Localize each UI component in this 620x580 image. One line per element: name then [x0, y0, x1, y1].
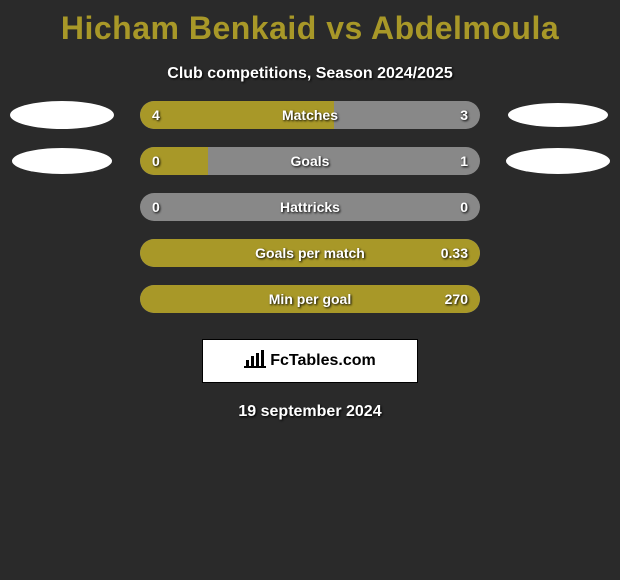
stat-right-value: 0 [460, 199, 468, 215]
stat-bar: Min per goal 270 [140, 285, 480, 313]
stat-row: 0 Hattricks 0 [0, 193, 620, 221]
right-dot-icon [506, 148, 610, 174]
stat-bar: 4 Matches 3 [140, 101, 480, 129]
stat-row: 0 Goals 1 [0, 147, 620, 175]
brand-text: FcTables.com [270, 352, 376, 370]
left-dot-icon [12, 148, 112, 174]
right-dot-icon [508, 103, 608, 127]
stat-label: Hattricks [280, 199, 340, 215]
subtitle: Club competitions, Season 2024/2025 [0, 65, 620, 83]
bar-fill [140, 147, 208, 175]
brand-box[interactable]: FcTables.com [202, 339, 418, 383]
stat-right-value: 1 [460, 153, 468, 169]
page-title: Hicham Benkaid vs Abdelmoula [0, 0, 620, 47]
stat-right-value: 3 [460, 107, 468, 123]
stat-left-value: 4 [152, 107, 160, 123]
stat-row: Goals per match 0.33 [0, 239, 620, 267]
left-dot-col [2, 148, 122, 174]
stat-bar: Goals per match 0.33 [140, 239, 480, 267]
right-dot-col [498, 103, 618, 127]
left-dot-icon [10, 101, 114, 129]
bar-chart-icon [244, 350, 266, 373]
stat-label: Goals per match [255, 245, 365, 261]
stat-right-value: 0.33 [441, 245, 468, 261]
stat-left-value: 0 [152, 153, 160, 169]
stat-row: 4 Matches 3 [0, 101, 620, 129]
stat-left-value: 0 [152, 199, 160, 215]
date-text: 19 september 2024 [0, 403, 620, 421]
stat-label: Goals [291, 153, 330, 169]
stat-right-value: 270 [445, 291, 468, 307]
right-dot-col [498, 148, 618, 174]
left-dot-col [2, 101, 122, 129]
stat-label: Matches [282, 107, 338, 123]
stat-row: Min per goal 270 [0, 285, 620, 313]
stat-bar: 0 Hattricks 0 [140, 193, 480, 221]
stat-bar: 0 Goals 1 [140, 147, 480, 175]
stat-label: Min per goal [269, 291, 351, 307]
